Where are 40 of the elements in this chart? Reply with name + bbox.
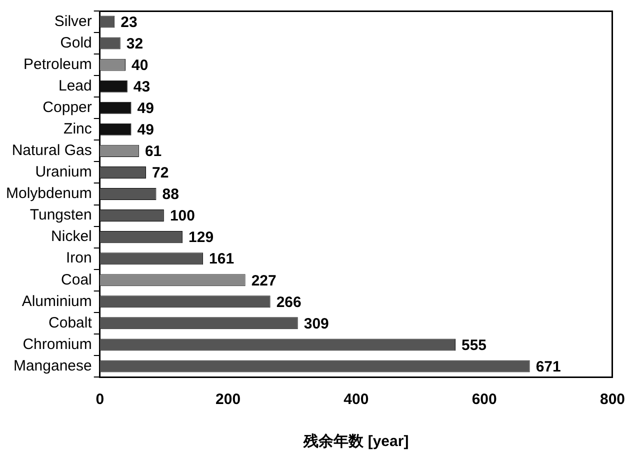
data-label: 227 <box>251 272 276 290</box>
y-tick-label: Zinc <box>64 120 92 138</box>
y-tick-label: Manganese <box>13 357 92 374</box>
data-label: 40 <box>132 56 148 74</box>
x-tick-label: 0 <box>96 391 104 408</box>
y-tick-label: Silver <box>54 12 92 30</box>
y-tick-label: Lead <box>58 77 92 94</box>
data-label: 671 <box>536 358 561 376</box>
data-label: 61 <box>144 143 162 160</box>
data-label: 88 <box>162 186 179 204</box>
y-tick-label: Natural Gas <box>12 142 92 160</box>
y-tick-label: Aluminium <box>22 292 92 310</box>
y-tick-label: Tungsten <box>30 206 92 224</box>
data-label: 266 <box>276 294 302 311</box>
data-label: 72 <box>152 164 169 182</box>
y-tick-label: Copper <box>42 99 92 116</box>
data-label: 100 <box>170 208 195 225</box>
x-tick-label: 400 <box>344 391 369 408</box>
data-label: 555 <box>462 336 487 354</box>
y-tick-label: Nickel <box>51 228 92 246</box>
x-tick-label: 600 <box>472 391 497 408</box>
y-tick-label: Molybdenum <box>6 185 92 202</box>
x-axis-title: 残余年数 [year] <box>302 433 409 450</box>
data-label: 49 <box>137 100 154 118</box>
y-tick-label: Chromium <box>22 336 92 353</box>
x-tick-label: 800 <box>600 391 625 408</box>
y-tick-label: Gold <box>60 34 92 52</box>
y-tick-label: Uranium <box>35 164 92 181</box>
data-label: 49 <box>137 122 154 139</box>
data-label: 23 <box>120 14 138 31</box>
data-label: 43 <box>133 78 150 96</box>
x-tick-label: 200 <box>216 391 241 408</box>
data-label: 129 <box>188 229 214 246</box>
data-label: 309 <box>304 315 329 332</box>
y-tick-label: Coal <box>61 271 92 288</box>
y-tick-label: Cobalt <box>48 314 93 332</box>
y-tick-label: Iron <box>66 250 92 267</box>
y-tick-label: Petroleum <box>24 56 92 73</box>
data-label: 32 <box>126 35 144 52</box>
data-label: 161 <box>209 250 234 268</box>
